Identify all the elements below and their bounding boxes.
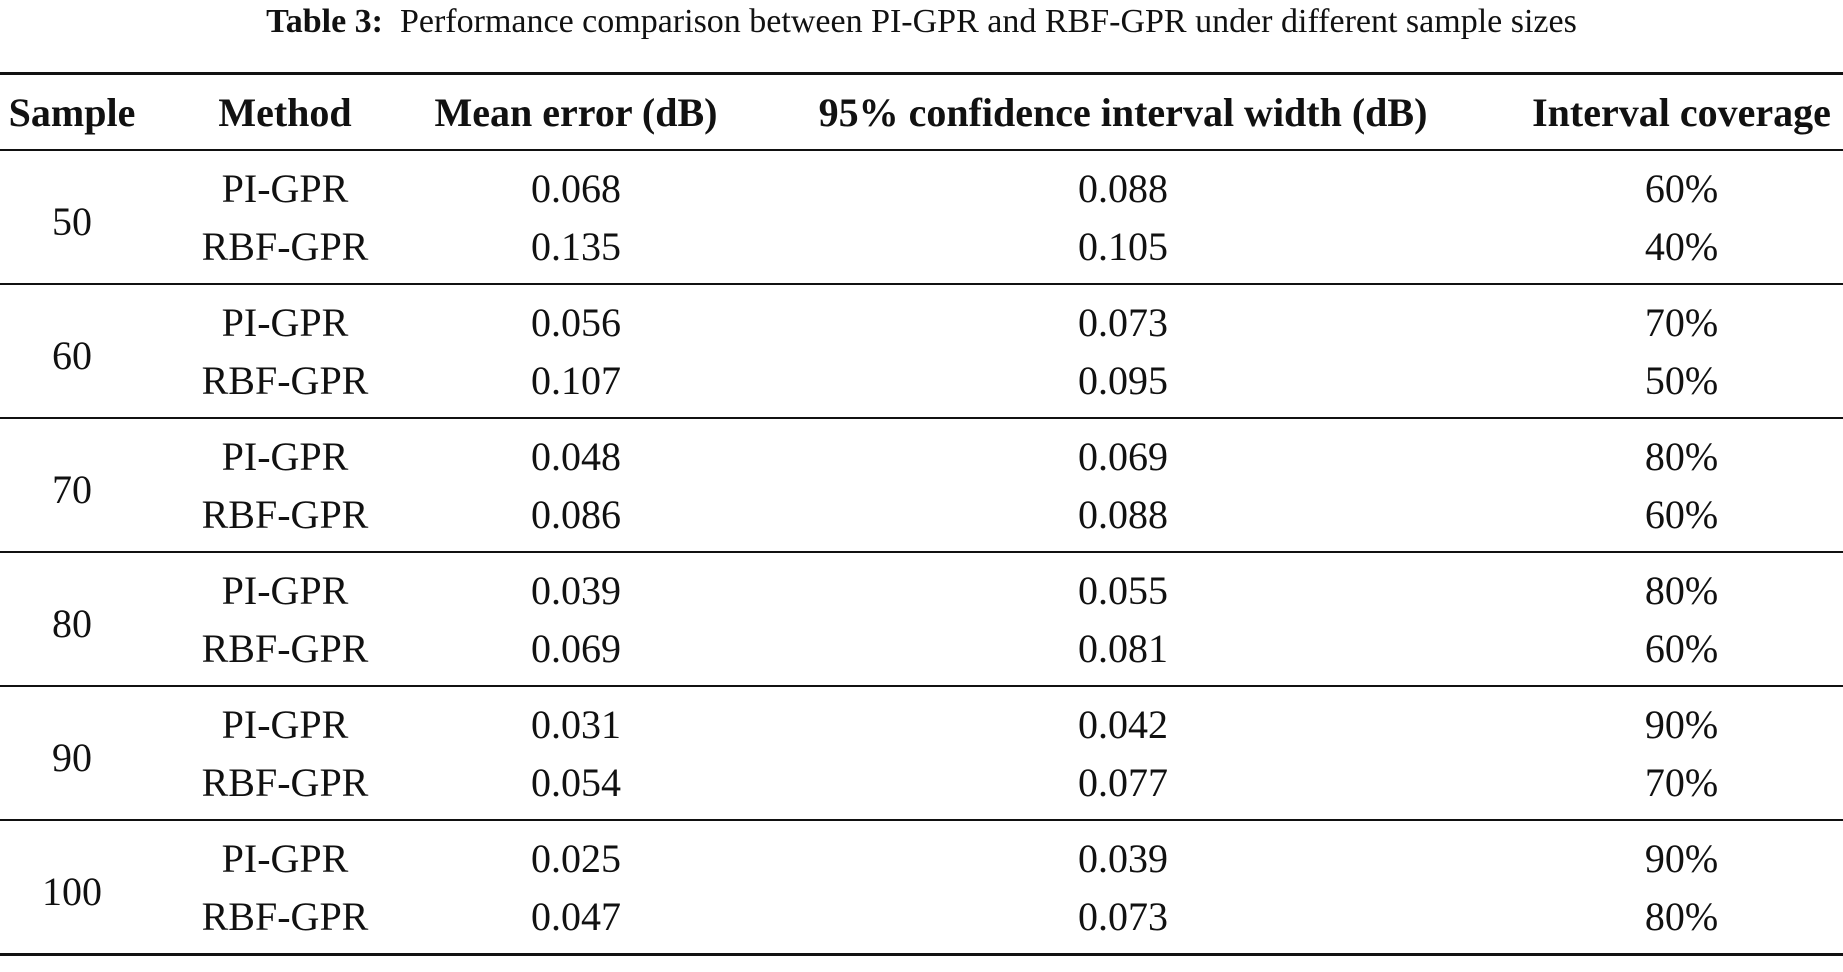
- coverage-cell: 70%: [1644, 759, 1719, 805]
- ci-width-cell: 0.042: [1078, 701, 1168, 747]
- table-header: Sample Method Mean error (dB) 95% confid…: [0, 72, 1843, 151]
- mean-error-cell: 0.135: [531, 223, 621, 269]
- header-ci-width: 95% confidence interval width (dB): [726, 72, 1520, 151]
- coverage-cell: 90%: [1644, 835, 1719, 881]
- sample-group: 90 PI-GPR 0.031 0.042 90% RBF-GPR 0.054 …: [0, 686, 1843, 820]
- method-cell: PI-GPR: [221, 701, 349, 747]
- ci-width-cell: 0.088: [1078, 491, 1168, 537]
- table-row: RBF-GPR 0.086 0.088 60%: [0, 485, 1843, 552]
- table-row: 50 PI-GPR 0.068 0.088 60%: [0, 150, 1843, 244]
- ci-width-cell: 0.105: [1078, 223, 1168, 269]
- header-mean-error: Mean error (dB): [426, 72, 726, 151]
- method-cell: PI-GPR: [221, 567, 349, 613]
- ci-width-cell: 0.073: [1078, 299, 1168, 345]
- sample-group: 50 PI-GPR 0.068 0.088 60% RBF-GPR 0.135 …: [0, 150, 1843, 284]
- ci-width-cell: 0.055: [1078, 567, 1168, 613]
- ci-width-cell: 0.081: [1078, 625, 1168, 671]
- results-table: Sample Method Mean error (dB) 95% confid…: [0, 72, 1843, 956]
- coverage-cell: 60%: [1644, 491, 1719, 537]
- header-method: Method: [144, 72, 426, 151]
- table-row: 60 PI-GPR 0.056 0.073 70%: [0, 284, 1843, 378]
- mean-error-cell: 0.068: [531, 165, 621, 211]
- sample-cell: 70: [52, 466, 92, 512]
- header-row: Sample Method Mean error (dB) 95% confid…: [0, 72, 1843, 151]
- sample-group: 70 PI-GPR 0.048 0.069 80% RBF-GPR 0.086 …: [0, 418, 1843, 552]
- ci-width-cell: 0.039: [1078, 835, 1168, 881]
- table-row: 90 PI-GPR 0.031 0.042 90%: [0, 686, 1843, 780]
- coverage-cell: 80%: [1644, 433, 1719, 479]
- sample-group: 80 PI-GPR 0.039 0.055 80% RBF-GPR 0.069 …: [0, 552, 1843, 686]
- mean-error-cell: 0.107: [531, 357, 621, 403]
- caption-label: Table 3:: [266, 3, 383, 40]
- method-cell: PI-GPR: [221, 835, 349, 881]
- method-cell: PI-GPR: [221, 299, 349, 345]
- header-sample: Sample: [0, 72, 144, 151]
- mean-error-cell: 0.047: [531, 893, 621, 939]
- coverage-cell: 70%: [1644, 299, 1719, 345]
- mean-error-cell: 0.054: [531, 759, 621, 805]
- coverage-cell: 80%: [1644, 567, 1719, 613]
- sample-cell: 80: [52, 600, 92, 646]
- method-cell: RBF-GPR: [201, 625, 369, 671]
- sample-cell: 60: [52, 332, 92, 378]
- table-row: RBF-GPR 0.135 0.105 40%: [0, 217, 1843, 284]
- coverage-cell: 60%: [1644, 625, 1719, 671]
- sample-group: 100 PI-GPR 0.025 0.039 90% RBF-GPR 0.047…: [0, 820, 1843, 955]
- ci-width-cell: 0.069: [1078, 433, 1168, 479]
- caption-text: Performance comparison between PI-GPR an…: [399, 3, 1577, 40]
- coverage-cell: 80%: [1644, 893, 1719, 939]
- table-row: 100 PI-GPR 0.025 0.039 90%: [0, 820, 1843, 914]
- ci-width-cell: 0.073: [1078, 893, 1168, 939]
- sample-cell: 90: [52, 734, 92, 780]
- ci-width-cell: 0.095: [1078, 357, 1168, 403]
- coverage-cell: 60%: [1644, 165, 1719, 211]
- table-row: RBF-GPR 0.047 0.073 80%: [0, 887, 1843, 955]
- method-cell: RBF-GPR: [201, 357, 369, 403]
- method-cell: RBF-GPR: [201, 491, 369, 537]
- method-cell: RBF-GPR: [201, 893, 369, 939]
- mean-error-cell: 0.039: [531, 567, 621, 613]
- mean-error-cell: 0.048: [531, 433, 621, 479]
- coverage-cell: 90%: [1644, 701, 1719, 747]
- table-row: RBF-GPR 0.054 0.077 70%: [0, 753, 1843, 820]
- table-caption: Table 3: Performance comparison between …: [0, 0, 1843, 44]
- sample-cell: 50: [52, 198, 92, 244]
- mean-error-cell: 0.025: [531, 835, 621, 881]
- method-cell: RBF-GPR: [201, 759, 369, 805]
- method-cell: RBF-GPR: [201, 223, 369, 269]
- ci-width-cell: 0.077: [1078, 759, 1168, 805]
- sample-cell: 100: [42, 868, 102, 914]
- method-cell: PI-GPR: [221, 433, 349, 479]
- table-row: 70 PI-GPR 0.048 0.069 80%: [0, 418, 1843, 512]
- mean-error-cell: 0.086: [531, 491, 621, 537]
- mean-error-cell: 0.069: [531, 625, 621, 671]
- method-cell: PI-GPR: [221, 165, 349, 211]
- coverage-cell: 50%: [1644, 357, 1719, 403]
- table-row: 80 PI-GPR 0.039 0.055 80%: [0, 552, 1843, 646]
- header-coverage: Interval coverage: [1520, 72, 1843, 151]
- mean-error-cell: 0.056: [531, 299, 621, 345]
- table-row: RBF-GPR 0.069 0.081 60%: [0, 619, 1843, 686]
- table-row: RBF-GPR 0.107 0.095 50%: [0, 351, 1843, 418]
- ci-width-cell: 0.088: [1078, 165, 1168, 211]
- mean-error-cell: 0.031: [531, 701, 621, 747]
- sample-group: 60 PI-GPR 0.056 0.073 70% RBF-GPR 0.107 …: [0, 284, 1843, 418]
- coverage-cell: 40%: [1644, 223, 1719, 269]
